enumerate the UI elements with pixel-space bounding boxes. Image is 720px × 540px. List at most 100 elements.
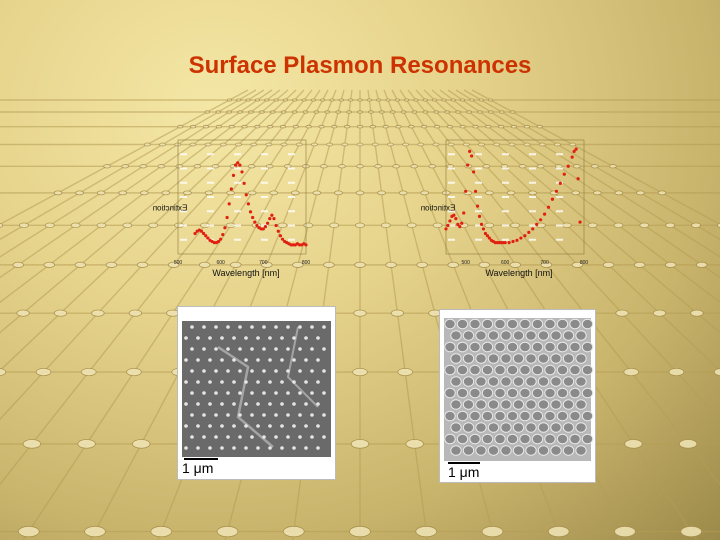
data-point — [503, 241, 507, 245]
data-point — [221, 233, 225, 237]
data-point — [456, 222, 460, 226]
data-point — [231, 173, 236, 177]
data-point — [223, 226, 227, 230]
data-point — [227, 202, 231, 206]
data-point — [523, 234, 527, 238]
data-point — [240, 170, 244, 174]
data-point — [473, 189, 478, 193]
spectrum-chart-right: 500 600 700 800 Wavelength [nm] Extinction — [418, 132, 593, 288]
data-point — [570, 155, 574, 159]
data-point — [204, 234, 208, 238]
data-point — [531, 227, 535, 231]
data-point — [280, 237, 285, 241]
x-tick-label: 600 — [216, 260, 225, 266]
scale-bar-label-left: 1 μm — [182, 460, 214, 476]
data-point — [270, 213, 274, 217]
data-point — [554, 189, 558, 193]
data-point — [255, 223, 259, 228]
data-point — [246, 202, 250, 206]
data-point — [199, 229, 204, 233]
data-point — [216, 239, 221, 244]
data-point — [470, 154, 474, 158]
data-point — [511, 239, 515, 244]
x-axis-label: Wavelength [nm] — [212, 268, 279, 278]
data-point — [572, 149, 576, 153]
data-point — [515, 238, 519, 242]
y-axis-label: Extinction — [153, 204, 188, 213]
x-tick-label: 800 — [580, 260, 589, 266]
data-point — [278, 234, 282, 238]
x-tick-label: 700 — [259, 260, 268, 266]
data-point — [546, 205, 551, 209]
data-point — [466, 163, 470, 167]
data-point — [535, 222, 539, 226]
data-point — [193, 231, 197, 236]
data-point — [519, 236, 523, 240]
data-point — [462, 211, 466, 215]
data-point — [448, 219, 452, 223]
x-tick-label: 500 — [462, 260, 471, 266]
data-point — [460, 221, 464, 225]
data-point — [576, 177, 580, 181]
data-point — [487, 236, 491, 240]
data-point — [202, 231, 206, 236]
data-point — [244, 193, 248, 197]
spectrum-chart-left: 500 600 700 800 Wavelength [nm] Extinction — [150, 132, 320, 288]
data-point — [274, 223, 278, 228]
x-tick-label: 800 — [302, 260, 311, 266]
data-point — [458, 225, 462, 229]
data-point — [272, 217, 276, 221]
data-point — [236, 161, 240, 165]
y-axis-label: Extinction — [421, 204, 456, 213]
chart-grid — [180, 153, 304, 241]
data-point — [483, 231, 488, 236]
data-point — [251, 215, 255, 220]
data-point — [266, 221, 270, 225]
data-point — [558, 181, 562, 185]
data-point — [507, 241, 511, 245]
data-point — [472, 170, 476, 174]
data-point — [268, 217, 272, 221]
data-point — [481, 227, 486, 231]
x-tick-label: 600 — [501, 260, 510, 266]
data-point — [242, 181, 246, 185]
x-tick-label: 500 — [174, 260, 183, 266]
data-point — [468, 149, 472, 153]
x-tick-label: 700 — [540, 260, 549, 266]
data-point — [229, 187, 233, 191]
data-point — [444, 227, 448, 231]
data-point — [454, 217, 458, 221]
data-point — [539, 218, 543, 222]
chart-grid — [448, 153, 582, 241]
x-axis-label: Wavelength [nm] — [485, 268, 552, 278]
spectrum-chart-right-svg: 500 600 700 800 Wavelength [nm] Extinction — [421, 139, 589, 278]
sem-image-right: 1 μm — [439, 309, 596, 483]
data-point — [253, 220, 257, 224]
data-point — [452, 213, 456, 217]
data-point — [475, 204, 480, 208]
scale-bar-label-right: 1 μm — [448, 464, 480, 480]
data-point — [225, 215, 229, 220]
spectrum-chart-left-svg: 500 600 700 800 Wavelength [nm] Extinction — [153, 139, 311, 278]
data-point — [234, 163, 238, 167]
sem-image-left: 1 μm — [177, 306, 336, 480]
data-point — [485, 234, 489, 238]
data-point — [248, 210, 253, 214]
sem-image-right-svg — [444, 318, 594, 481]
data-point — [276, 229, 280, 233]
data-point — [219, 237, 223, 241]
slide-title: Surface Plasmon Resonances — [188, 52, 532, 79]
data-point — [527, 230, 531, 234]
data-point — [464, 189, 468, 193]
data-point — [566, 164, 570, 168]
sem-image-left-svg — [182, 321, 331, 477]
data-point — [578, 220, 582, 224]
data-point — [261, 227, 265, 231]
data-point — [574, 147, 578, 151]
data-point — [477, 214, 482, 218]
data-point — [542, 212, 547, 216]
data-point — [479, 222, 484, 226]
data-point — [206, 236, 210, 240]
data-point — [304, 243, 308, 247]
